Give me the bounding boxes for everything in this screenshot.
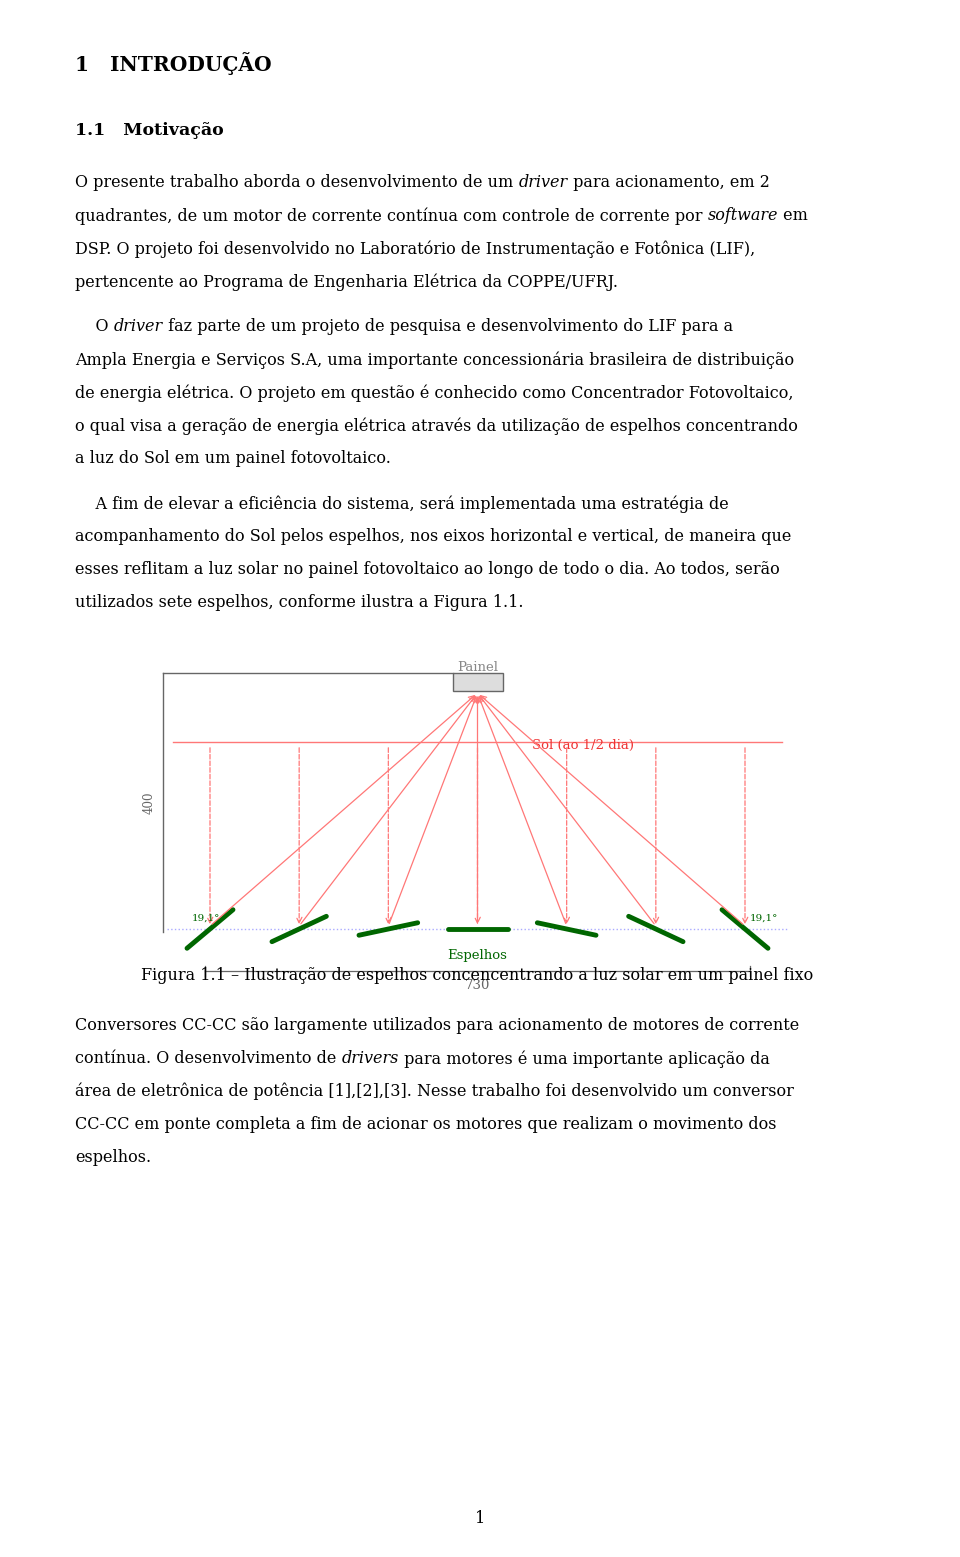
Text: 19,1°: 19,1° — [192, 914, 221, 923]
Text: Espelhos: Espelhos — [447, 950, 508, 962]
Text: quadrantes, de um motor de corrente contínua com controle de corrente por: quadrantes, de um motor de corrente cont… — [75, 207, 708, 224]
Text: faz parte de um projeto de pesquisa e desenvolvimento do LIF para a: faz parte de um projeto de pesquisa e de… — [163, 318, 732, 335]
Text: acompanhamento do Sol pelos espelhos, nos eixos horizontal e vertical, de maneir: acompanhamento do Sol pelos espelhos, no… — [75, 528, 791, 545]
Text: em: em — [779, 207, 808, 224]
Text: esses reflitam a luz solar no painel fotovoltaico ao longo de todo o dia. Ao tod: esses reflitam a luz solar no painel fot… — [75, 561, 780, 578]
Text: driver: driver — [518, 174, 567, 192]
Text: 1: 1 — [475, 1510, 485, 1527]
Text: A fim de elevar a eficiência do sistema, será implementada uma estratégia de: A fim de elevar a eficiência do sistema,… — [75, 495, 729, 512]
Text: CC-CC em ponte completa a fim de acionar os motores que realizam o movimento dos: CC-CC em ponte completa a fim de acionar… — [75, 1116, 777, 1133]
Text: 400: 400 — [142, 791, 156, 814]
Text: a luz do Sol em um painel fotovoltaico.: a luz do Sol em um painel fotovoltaico. — [75, 450, 391, 467]
Text: Figura 1.1 – Ilustração de espelhos concencentrando a luz solar em um painel fix: Figura 1.1 – Ilustração de espelhos conc… — [141, 967, 814, 984]
Text: 730: 730 — [465, 979, 491, 992]
Text: 1   INTRODUÇÃO: 1 INTRODUÇÃO — [75, 51, 272, 75]
Text: contínua. O desenvolvimento de: contínua. O desenvolvimento de — [75, 1049, 342, 1067]
Text: para acionamento, em 2: para acionamento, em 2 — [567, 174, 769, 192]
Text: Painel: Painel — [457, 662, 498, 674]
Bar — [452, 673, 502, 691]
Text: para motores é uma importante aplicação da: para motores é uma importante aplicação … — [398, 1049, 770, 1068]
Text: Conversores CC-CC são largamente utilizados para acionamento de motores de corre: Conversores CC-CC são largamente utiliza… — [75, 1017, 800, 1034]
Text: Sol (ao 1/2 dia): Sol (ao 1/2 dia) — [533, 740, 635, 752]
Text: de energia elétrica. O projeto em questão é conhecido como Concentrador Fotovolt: de energia elétrica. O projeto em questã… — [75, 385, 794, 402]
Text: 1.1   Motivação: 1.1 Motivação — [75, 121, 224, 139]
Text: pertencente ao Programa de Engenharia Elétrica da COPPE/UFRJ.: pertencente ao Programa de Engenharia El… — [75, 272, 618, 291]
Text: DSP. O projeto foi desenvolvido no Laboratório de Instrumentação e Fotônica (LIF: DSP. O projeto foi desenvolvido no Labor… — [75, 240, 756, 257]
Text: espelhos.: espelhos. — [75, 1149, 151, 1166]
Text: O: O — [75, 318, 113, 335]
Text: 19,1°: 19,1° — [750, 914, 779, 923]
Text: área de eletrônica de potência [1],[2],[3]. Nesse trabalho foi desenvolvido um c: área de eletrônica de potência [1],[2],[… — [75, 1084, 794, 1101]
Text: driver: driver — [113, 318, 163, 335]
Text: utilizados sete espelhos, conforme ilustra a Figura 1.1.: utilizados sete espelhos, conforme ilust… — [75, 595, 523, 610]
Text: o qual visa a geração de energia elétrica através da utilização de espelhos conc: o qual visa a geração de energia elétric… — [75, 417, 798, 434]
Text: software: software — [708, 207, 779, 224]
Text: drivers: drivers — [342, 1049, 398, 1067]
Text: Ampla Energia e Serviços S.A, uma importante concessionária brasileira de distri: Ampla Energia e Serviços S.A, uma import… — [75, 350, 794, 369]
Text: O presente trabalho aborda o desenvolvimento de um: O presente trabalho aborda o desenvolvim… — [75, 174, 518, 192]
